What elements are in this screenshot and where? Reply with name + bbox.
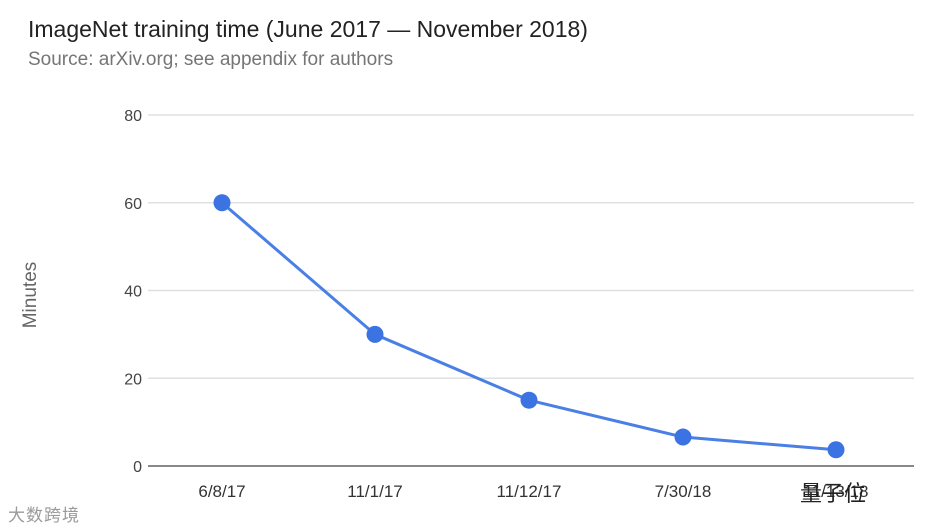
- y-axis-label: Minutes: [20, 262, 41, 329]
- series-group: [213, 194, 845, 459]
- y-tick-label-60: 60: [124, 196, 142, 213]
- gridlines: [148, 114, 914, 379]
- x-axis-ticks: 6/8/17 11/1/17 11/12/17 7/30/18 11/13/18: [198, 482, 868, 501]
- x-tick-label-3: 7/30/18: [655, 482, 712, 501]
- data-point-1: [366, 325, 384, 343]
- series-line-0: [221, 201, 837, 452]
- y-tick-label-0: 0: [133, 459, 142, 476]
- x-tick-label-4: 11/13/18: [804, 482, 869, 501]
- x-tick-label-2: 11/12/17: [497, 482, 562, 501]
- y-tick-label-80: 80: [124, 108, 142, 125]
- y-tick-label-20: 20: [124, 371, 142, 388]
- watermark-right: 量子位: [800, 481, 867, 506]
- data-point-4: [827, 441, 845, 459]
- data-point-3: [674, 428, 692, 446]
- watermark-left: 大数跨境: [8, 506, 80, 525]
- x-tick-label-0: 6/8/17: [198, 482, 245, 501]
- data-point-0: [213, 194, 231, 212]
- data-point-2: [520, 391, 538, 409]
- y-axis-ticks: 0 20 40 60 80: [124, 108, 142, 476]
- chart-title: ImageNet training time (June 2017 — Nove…: [28, 16, 588, 42]
- y-tick-label-40: 40: [124, 284, 142, 301]
- chart-subtitle: Source: arXiv.org; see appendix for auth…: [28, 49, 394, 70]
- x-tick-label-1: 11/1/17: [347, 482, 402, 501]
